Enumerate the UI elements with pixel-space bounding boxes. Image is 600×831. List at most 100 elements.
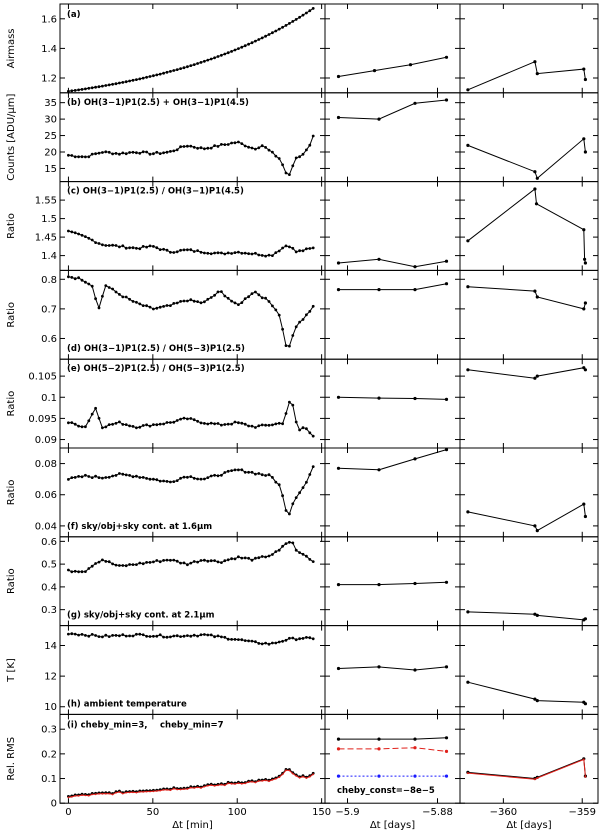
left-series-point <box>80 233 84 237</box>
left-series-point <box>277 548 281 552</box>
left-series-point <box>277 157 281 160</box>
left-series-red-point <box>132 791 134 794</box>
left-series-point <box>131 475 135 479</box>
left-series-point <box>189 561 193 565</box>
left-series-point <box>94 406 97 410</box>
left-series-point <box>260 473 264 477</box>
left-series-point <box>284 542 288 545</box>
left-series-point <box>107 286 111 289</box>
left-series-point <box>260 36 264 40</box>
left-series-red-point <box>278 776 281 779</box>
right-series-point <box>466 285 470 289</box>
mid-series-line <box>338 258 447 268</box>
left-series-point <box>220 251 223 255</box>
mid-series-2-point <box>336 774 341 778</box>
left-series-point <box>90 564 94 568</box>
left-series-point <box>84 280 87 284</box>
left-series-point <box>94 241 97 245</box>
left-series-point <box>267 300 271 303</box>
left-series-point <box>84 235 87 239</box>
mid-series-1-line <box>338 747 447 752</box>
left-series-red-point <box>81 794 83 796</box>
left-series-point <box>243 144 247 148</box>
left-series-point <box>94 474 97 478</box>
left-series-point <box>179 67 183 70</box>
y-tick-label: 0 <box>51 799 57 810</box>
left-series-point <box>298 637 301 641</box>
panel-frame <box>459 358 599 449</box>
left-series-point <box>311 304 315 308</box>
left-series-point <box>233 420 237 424</box>
left-series-red-point <box>176 788 179 791</box>
left-series-point <box>111 82 114 86</box>
y-axis-label: Ratio <box>6 391 17 417</box>
left-series-point <box>267 642 271 646</box>
left-series-point <box>271 150 274 154</box>
mid-series-line <box>338 449 447 471</box>
left-series-red-point <box>70 796 73 798</box>
left-series-point <box>138 561 142 565</box>
left-series-point <box>114 563 118 567</box>
left-series-point <box>192 418 196 422</box>
left-series-point <box>169 421 172 424</box>
left-series-point <box>186 475 189 479</box>
y-tick-label: 1.6 <box>41 14 57 25</box>
left-series-point <box>192 63 196 66</box>
left-series-point <box>90 412 94 416</box>
left-series-point <box>226 296 230 300</box>
panel-frame <box>459 3 599 94</box>
panel-annotation: (c) OH(3−1)P1(2.5) / OH(3−1)P1(4.5) <box>67 187 244 197</box>
left-series-point <box>260 642 264 646</box>
right-series-point <box>533 289 537 293</box>
left-series-point <box>73 89 77 92</box>
left-series-point <box>84 155 87 159</box>
left-series-point <box>169 70 172 73</box>
right-series-line <box>467 137 586 180</box>
right-series-point <box>583 514 588 519</box>
left-series-red-point <box>302 775 304 778</box>
left-series-point <box>148 477 152 481</box>
left-series-point <box>158 422 162 426</box>
right-series-point <box>583 261 588 265</box>
left-series-point <box>254 426 257 429</box>
panel-annotation: (i) cheby_min=3, <box>67 720 147 730</box>
left-series-point <box>203 477 206 481</box>
left-series-point <box>128 297 132 301</box>
y-axis-label: Ratio <box>6 213 17 239</box>
left-series-point <box>189 298 193 302</box>
y-tick-label: 14 <box>44 641 57 652</box>
left-series-red-point <box>193 787 196 789</box>
left-series-point <box>281 544 284 548</box>
left-series-point <box>148 635 152 638</box>
y-axis-label: Ratio <box>6 568 17 594</box>
right-series-point <box>535 699 539 703</box>
left-series-point <box>148 75 152 78</box>
left-series-point <box>114 474 118 477</box>
left-series-point <box>172 558 176 562</box>
left-series-point <box>94 85 97 89</box>
left-series-point <box>213 559 217 562</box>
left-series-point <box>250 470 254 474</box>
left-series-red-point <box>312 773 315 776</box>
left-series-point <box>250 252 254 256</box>
left-series-point <box>196 300 200 303</box>
left-series-point <box>182 145 186 148</box>
left-series-point <box>73 422 77 426</box>
left-series-point <box>274 550 278 553</box>
left-series-red-point <box>94 793 97 796</box>
left-series-point <box>277 27 281 31</box>
left-series-point <box>243 251 247 255</box>
left-series-point <box>267 423 271 427</box>
left-series-point <box>281 246 284 250</box>
left-series-point <box>70 632 74 636</box>
left-series-point <box>294 156 298 160</box>
left-series-point <box>213 251 217 255</box>
left-series-point <box>237 303 240 306</box>
left-series-point <box>247 145 251 149</box>
left-series-red-point <box>295 775 298 777</box>
mid-series-point <box>336 288 341 292</box>
y-tick-label: 10 <box>44 702 57 713</box>
left-series-point <box>250 424 254 428</box>
right-series-point <box>533 524 537 528</box>
left-series-point <box>254 251 257 255</box>
